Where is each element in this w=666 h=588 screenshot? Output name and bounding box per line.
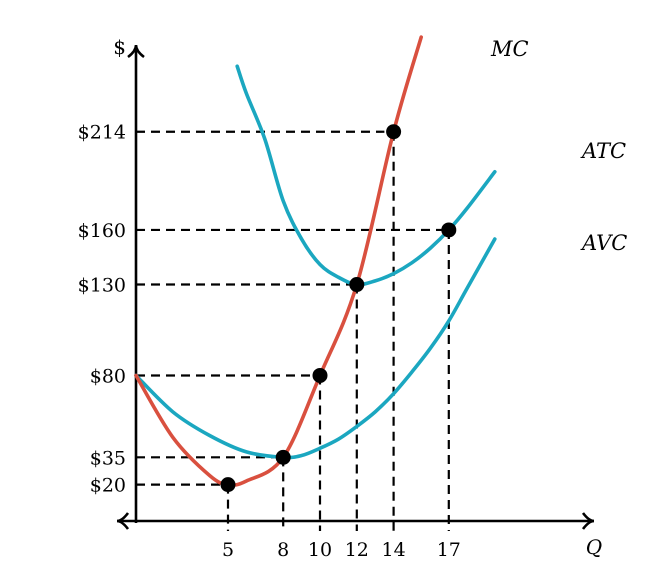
x-tick-label: 10 <box>308 539 332 561</box>
x-tick-label: 17 <box>437 539 461 561</box>
x-axis-arrowhead-right <box>581 512 595 530</box>
point-q12 <box>349 277 365 293</box>
y-tick-label: $35 <box>90 447 126 469</box>
dashed-guide-lines <box>136 130 450 531</box>
y-tick-labels: $20 $35 $80 $130 $160 $214 <box>78 122 126 497</box>
y-axis-unit-label: $ <box>113 35 126 59</box>
axes <box>116 44 595 530</box>
cost-curves <box>134 35 497 487</box>
x-axis-arrowhead-left <box>116 512 130 530</box>
atc-curve-label: ATC <box>580 139 626 163</box>
x-tick-labels: 5 8 10 12 14 17 <box>222 539 461 561</box>
point-q17 <box>441 222 457 238</box>
labels: $ Q MC ATC AVC <box>113 35 627 559</box>
mc-curve-label: MC <box>490 37 529 61</box>
point-q10 <box>312 367 328 383</box>
avc-curve <box>134 237 497 460</box>
y-tick-label: $80 <box>90 365 126 387</box>
y-tick-label: $214 <box>78 122 126 144</box>
x-axis-label: Q <box>586 535 602 559</box>
y-axis-arrowhead <box>127 44 145 59</box>
x-tick-label: 12 <box>345 539 369 561</box>
point-q14 <box>386 124 402 140</box>
x-tick-label: 14 <box>382 539 406 561</box>
y-tick-label: $20 <box>90 475 126 497</box>
y-tick-label: $130 <box>78 275 126 297</box>
x-tick-label: 8 <box>277 539 289 561</box>
point-q5 <box>220 477 236 493</box>
x-tick-label: 5 <box>222 539 234 561</box>
point-q8 <box>275 449 291 465</box>
avc-curve-label: AVC <box>580 231 627 255</box>
y-tick-label: $160 <box>78 220 126 242</box>
intersection-points <box>220 124 457 493</box>
